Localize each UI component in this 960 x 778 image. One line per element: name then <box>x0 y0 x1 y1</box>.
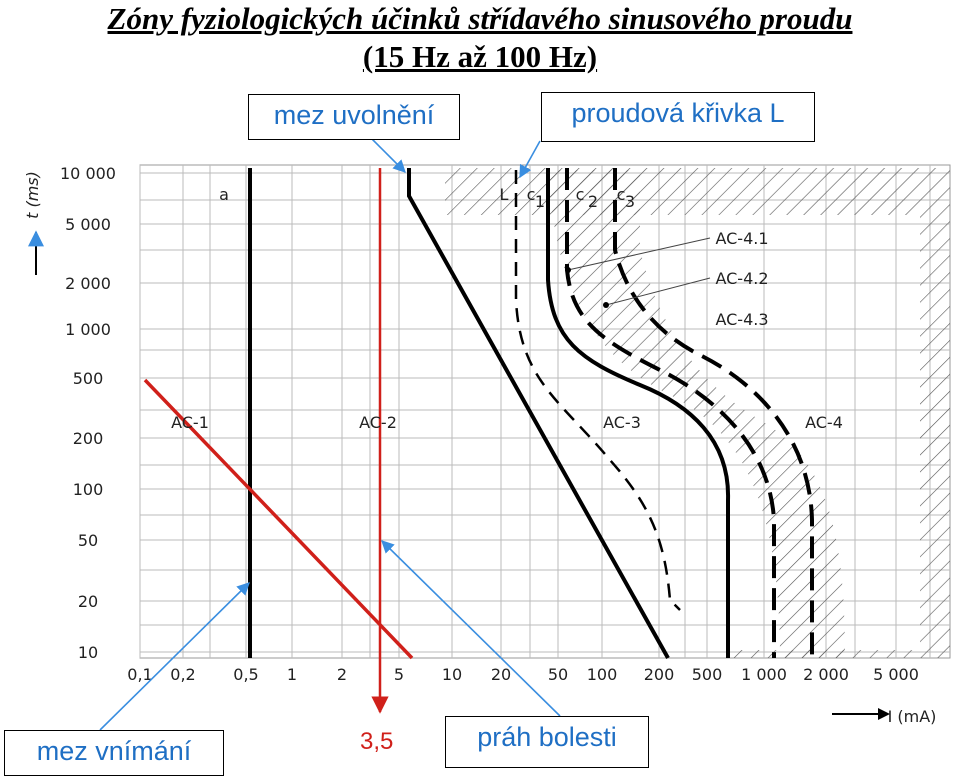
x-tick-label: 500 <box>692 665 723 684</box>
dot-ac41 <box>565 267 571 273</box>
arrow-mez-uvolneni <box>371 138 406 173</box>
chart-subtitle: (15 Hz až 100 Hz) <box>362 39 598 74</box>
zone-label: AC-1 <box>171 413 209 432</box>
y-tick-label: 500 <box>73 369 104 388</box>
x-tick-label: 200 <box>644 665 675 684</box>
curve-label: c <box>527 185 536 204</box>
callout-mez-vnimani: mez vnímání <box>4 730 224 776</box>
hatch-area <box>445 168 950 658</box>
subzone-label: AC-4.1 <box>715 229 768 248</box>
curve-c3 <box>613 168 814 658</box>
x-tick-label: 5 <box>394 665 404 684</box>
y-tick-label: 100 <box>73 480 104 499</box>
callout-mez-uvolneni: mez uvolnění <box>248 94 460 140</box>
y-tick-label: 5 000 <box>65 215 111 234</box>
x-tick-label: 1 <box>287 665 297 684</box>
arrow-prah-bolesti <box>381 540 561 717</box>
arrow-proudova-krivka <box>519 140 541 179</box>
subzone-label: AC-4.2 <box>715 269 768 288</box>
zone-label: AC-4 <box>805 413 843 432</box>
curve-label: 2 <box>588 192 598 211</box>
x-tick-label: 0,5 <box>233 665 258 684</box>
y-tick-label: 1 000 <box>65 320 111 339</box>
annotations <box>99 138 561 731</box>
hatch-band <box>548 170 845 658</box>
x-tick-label: 0,2 <box>170 665 195 684</box>
pointer-ac42 <box>605 277 711 306</box>
callout-proudova-krivka: proudová křivka L <box>541 92 815 142</box>
subzone-label: AC-4.3 <box>715 310 768 329</box>
zone-label: AC-2 <box>359 413 397 432</box>
x-tick-label: 20 <box>491 665 511 684</box>
series-lines <box>143 168 814 714</box>
hatch-ac4-frame <box>445 168 950 658</box>
arrow-mez-vnimani <box>99 582 250 731</box>
x-tick-label: 1 000 <box>741 665 787 684</box>
y-tick-label: 50 <box>78 531 98 550</box>
x-tick-label: 50 <box>548 665 568 684</box>
tick-labels: 10 000 5 000 2 000 1 000 500 200 100 50 20 10 0,1 0… <box>23 164 936 726</box>
y-tick-label: 20 <box>78 592 98 611</box>
curve-ac2-ac3 <box>407 168 670 659</box>
pointer-ac41 <box>567 237 711 271</box>
x-axis-label: I (mA) <box>888 707 937 726</box>
y-tick-label: 2 000 <box>65 274 111 293</box>
curve-label: a <box>219 185 229 204</box>
y-tick-label: 10 <box>78 643 98 662</box>
x-tick-label: 0,1 <box>127 665 152 684</box>
x-tick-label: 2 000 <box>803 665 849 684</box>
curve-c2 <box>565 168 776 658</box>
x-tick-label: 2 <box>337 665 347 684</box>
x-axis-arrowhead <box>878 708 890 720</box>
curve-label: 1 <box>535 192 545 211</box>
curve-label: 3 <box>625 192 635 211</box>
curve-label: c <box>617 185 626 204</box>
dot-ac42 <box>603 302 609 308</box>
curve-label: c <box>576 185 585 204</box>
red-value-label: 3,5 <box>360 728 394 755</box>
zone-label: AC-3 <box>603 413 641 432</box>
callout-prah-bolesti: práh bolesti <box>445 716 649 768</box>
y-tick-label: 10 000 <box>60 164 116 183</box>
y-axis-label: t (ms) <box>23 171 42 219</box>
curve-c1 <box>546 168 731 658</box>
x-tick-label: 10 <box>442 665 462 684</box>
x-tick-label: 5 000 <box>873 665 919 684</box>
curve-red-diagonal <box>143 378 414 660</box>
curve-label: L <box>500 185 509 204</box>
y-axis-var: t (ms) <box>23 171 42 219</box>
x-tick-label: 100 <box>587 665 618 684</box>
chart-title: Zóny fyziologických účinků střídavého si… <box>107 1 853 36</box>
y-tick-label: 200 <box>73 429 104 448</box>
